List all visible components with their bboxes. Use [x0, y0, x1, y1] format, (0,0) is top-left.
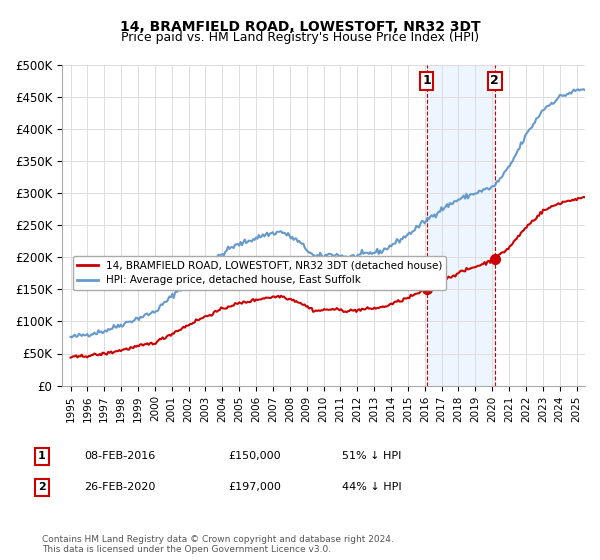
Text: 1: 1 — [422, 74, 431, 87]
Text: £197,000: £197,000 — [228, 482, 281, 492]
Text: 1: 1 — [38, 451, 46, 461]
Text: 44% ↓ HPI: 44% ↓ HPI — [342, 482, 401, 492]
Text: 2: 2 — [38, 482, 46, 492]
Legend: 14, BRAMFIELD ROAD, LOWESTOFT, NR32 3DT (detached house), HPI: Average price, de: 14, BRAMFIELD ROAD, LOWESTOFT, NR32 3DT … — [73, 256, 446, 290]
Text: 2: 2 — [490, 74, 499, 87]
Text: 14, BRAMFIELD ROAD, LOWESTOFT, NR32 3DT: 14, BRAMFIELD ROAD, LOWESTOFT, NR32 3DT — [119, 20, 481, 34]
Text: Contains HM Land Registry data © Crown copyright and database right 2024.
This d: Contains HM Land Registry data © Crown c… — [42, 535, 394, 554]
Text: Price paid vs. HM Land Registry's House Price Index (HPI): Price paid vs. HM Land Registry's House … — [121, 31, 479, 44]
Text: 51% ↓ HPI: 51% ↓ HPI — [342, 451, 401, 461]
Text: £150,000: £150,000 — [228, 451, 281, 461]
Text: 08-FEB-2016: 08-FEB-2016 — [84, 451, 155, 461]
Text: 26-FEB-2020: 26-FEB-2020 — [84, 482, 155, 492]
